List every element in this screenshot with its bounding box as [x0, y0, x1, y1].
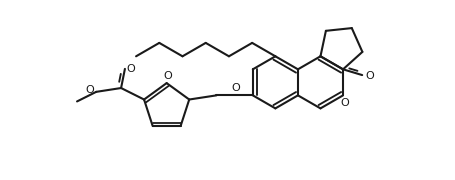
Text: O: O	[365, 71, 374, 81]
Text: O: O	[231, 84, 240, 93]
Text: O: O	[86, 85, 94, 95]
Text: O: O	[163, 71, 172, 81]
Text: O: O	[341, 98, 349, 108]
Text: O: O	[127, 64, 136, 74]
